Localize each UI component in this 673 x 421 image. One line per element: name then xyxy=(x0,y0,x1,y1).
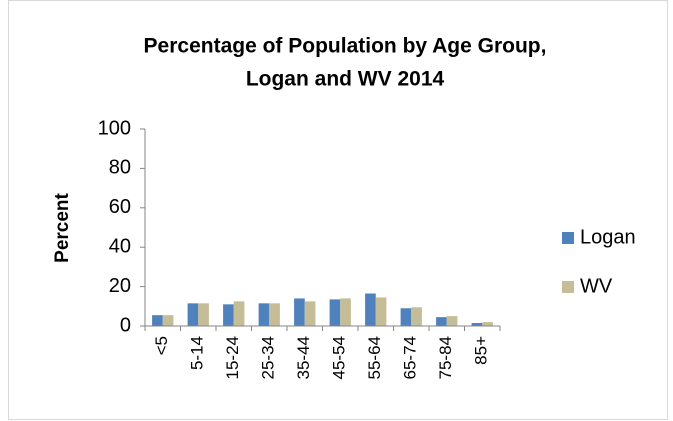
legend-swatch xyxy=(562,232,574,244)
x-tick-label: 75-84 xyxy=(436,336,455,379)
y-tick-label: 20 xyxy=(109,275,131,297)
legend-label: WV xyxy=(580,275,613,297)
bar xyxy=(304,301,316,326)
chart-title: Logan and WV 2014 xyxy=(246,68,445,91)
x-tick-label: 5-14 xyxy=(188,336,207,370)
bar xyxy=(411,307,422,326)
x-tick-label: 65-74 xyxy=(401,336,420,379)
y-tick-label: 0 xyxy=(120,314,131,336)
bar xyxy=(187,303,199,326)
y-tick-label: 60 xyxy=(109,196,131,218)
x-tick-label: 85+ xyxy=(472,336,491,365)
bar xyxy=(436,317,447,326)
x-tick-label: 25-34 xyxy=(259,336,278,379)
y-tick-label: 100 xyxy=(98,117,131,139)
legend-swatch xyxy=(562,281,574,293)
y-tick-label: 80 xyxy=(109,157,131,179)
x-tick-label: 15-24 xyxy=(223,336,242,379)
bar xyxy=(152,315,163,326)
bar xyxy=(365,293,376,326)
bar xyxy=(400,308,412,326)
x-tick-label: 45-54 xyxy=(330,336,349,379)
bar xyxy=(329,299,341,326)
x-tick-label: 55-64 xyxy=(365,336,384,379)
y-tick-label: 40 xyxy=(109,235,131,257)
bar xyxy=(258,303,270,326)
y-axis-label: Percent xyxy=(52,192,73,262)
bar xyxy=(471,323,483,326)
bar xyxy=(446,316,458,326)
x-tick-label: 35-44 xyxy=(294,336,313,379)
bar xyxy=(198,303,209,326)
bar xyxy=(294,298,305,326)
bar xyxy=(269,303,280,326)
bar xyxy=(162,315,174,326)
bar xyxy=(233,301,245,326)
bar xyxy=(375,297,387,326)
bar xyxy=(482,322,493,326)
bar xyxy=(340,298,351,326)
chart-title: Percentage of Population by Age Group, xyxy=(144,35,547,58)
x-tick-label: <5 xyxy=(152,336,171,355)
legend-label: Logan xyxy=(580,226,636,248)
chart-frame xyxy=(8,0,668,420)
bar xyxy=(223,304,234,326)
